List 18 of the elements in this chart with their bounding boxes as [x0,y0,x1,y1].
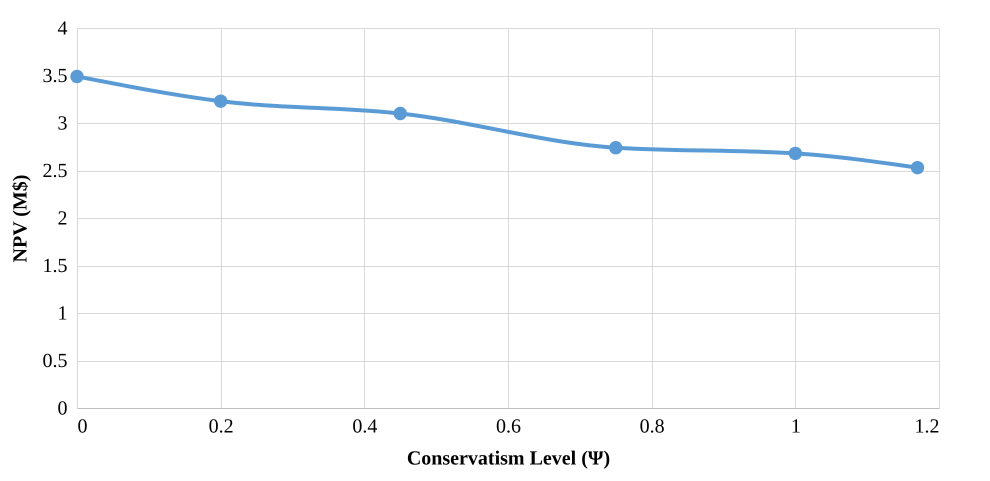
y-tick-label: 0.5 [42,350,68,372]
x-tick-label: 1.2 [914,416,940,438]
x-tick-label: 1 [790,416,801,438]
y-tick-label: 1 [58,302,68,324]
y-tick-label: 2 [58,208,68,230]
x-tick-label: 0.6 [496,416,521,438]
y-tick-label: 0 [58,398,68,420]
y-tick-label: 3 [58,112,68,134]
y-tick-label: 2.5 [42,160,68,182]
x-tick-label: 0.2 [208,416,234,438]
x-tick-label: 0.4 [352,416,378,438]
y-tick-label: 3.5 [42,65,68,87]
x-tick-label: 0.8 [640,416,665,438]
x-axis-title: Conservatism Level (Ψ) [406,448,610,470]
x-tick-label: 0 [78,416,88,438]
y-tick-label: 4 [58,18,68,40]
y-tick-label: 1.5 [42,255,68,277]
y-axis-title: NPV (M$) [10,174,32,262]
